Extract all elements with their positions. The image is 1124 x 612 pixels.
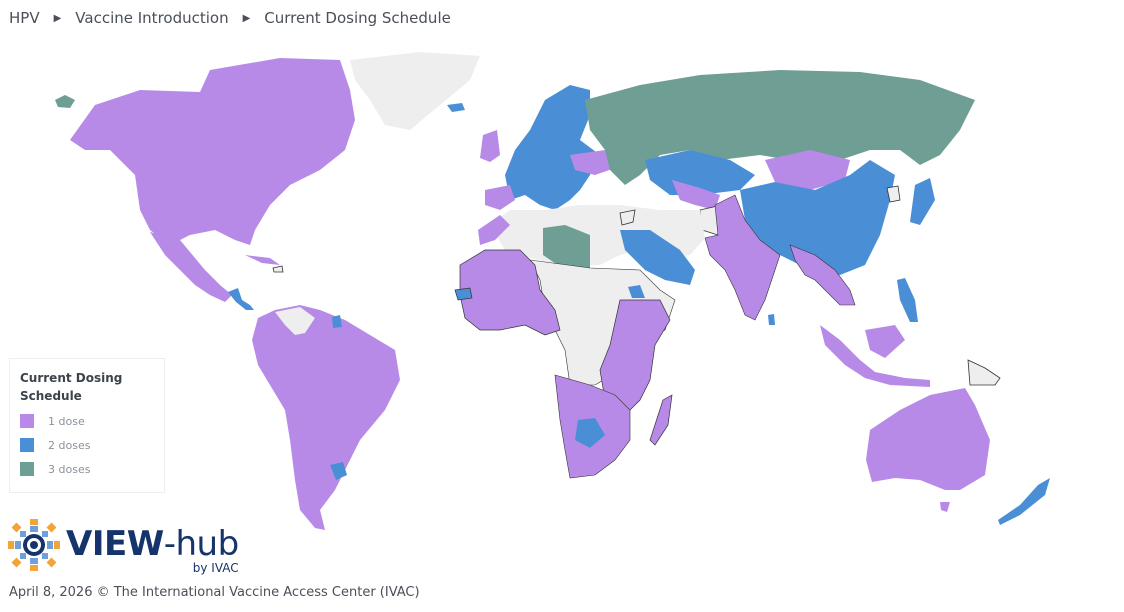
viewhub-logo-subtitle: by IVAC [192,561,239,575]
legend-swatch-1-dose [20,414,34,428]
legend-item-1-dose[interactable]: 1 dose [20,409,154,433]
region-mongolia[interactable] [765,150,850,190]
legend-label: 3 doses [48,462,91,476]
region-kazakhstan[interactable] [645,150,755,195]
region-central-asia[interactable] [672,180,720,210]
legend-title: Current Dosing Schedule [20,371,123,403]
region-syria[interactable] [619,209,636,226]
region-south-america[interactable] [252,305,400,530]
region-papua-new-guinea[interactable] [967,359,1001,386]
region-tasmania[interactable] [940,502,950,512]
breadcrumb-separator-icon: ▶ [242,12,251,24]
viewhub-logo[interactable]: VIEW-hub by IVAC [8,519,239,575]
region-spain-portugal[interactable] [485,185,515,210]
viewhub-logo-icon [8,519,60,571]
region-french-guiana[interactable] [332,315,342,328]
region-cuba[interactable] [245,255,280,265]
region-libya[interactable] [543,225,590,270]
breadcrumb: HPV ▶ Vaccine Introduction ▶ Current Dos… [9,7,451,29]
viewhub-logo-text: VIEW-hub [66,524,239,564]
region-east-africa[interactable] [599,299,671,421]
region-europe[interactable] [505,85,600,210]
legend: Current Dosing Schedule 1 dose 2 doses 3… [9,358,165,493]
region-philippines[interactable] [897,278,918,322]
copyright-footer: April 8, 2026 © The International Vaccin… [9,585,420,600]
region-indonesia-malaysia[interactable] [820,325,930,387]
region-north-america[interactable] [70,58,355,245]
region-morocco[interactable] [478,215,510,245]
region-india-pakistan[interactable] [704,194,781,321]
region-russia[interactable] [585,70,975,185]
region-nicaragua-costa-rica-panama[interactable] [228,288,254,310]
region-north-korea[interactable] [886,185,901,203]
region-ukraine[interactable] [570,150,615,175]
region-sri-lanka[interactable] [768,314,775,325]
region-alaska-islands[interactable] [55,95,75,108]
region-new-zealand[interactable] [998,478,1050,525]
region-haiti[interactable] [272,265,284,273]
legend-label: 1 dose [48,414,85,428]
region-eritrea[interactable] [628,285,645,298]
region-greenland[interactable] [350,52,480,130]
region-uruguay[interactable] [330,462,347,480]
breadcrumb-vaccine-introduction[interactable]: Vaccine Introduction [75,9,229,27]
region-japan[interactable] [910,178,935,225]
legend-label: 2 doses [48,438,91,452]
legend-swatch-2-doses [20,438,34,452]
legend-item-3-doses[interactable]: 3 doses [20,457,154,481]
region-botswana[interactable] [575,418,605,448]
region-venezuela[interactable] [275,307,315,335]
region-west-africa[interactable] [459,249,561,336]
region-iceland[interactable] [447,103,465,112]
region-australia[interactable] [866,388,990,490]
breadcrumb-hpv[interactable]: HPV [9,9,40,27]
region-china[interactable] [740,160,895,275]
region-madagascar[interactable] [649,394,673,446]
world-map[interactable] [0,40,1124,540]
region-saudi-oman[interactable] [620,230,695,285]
region-uk-ireland[interactable] [480,130,500,162]
legend-item-2-doses[interactable]: 2 doses [20,433,154,457]
breadcrumb-separator-icon: ▶ [53,12,62,24]
region-mexico-central-america[interactable] [150,232,232,302]
legend-swatch-3-doses [20,462,34,476]
region-southeast-asia[interactable] [789,244,856,306]
breadcrumb-current-dosing-schedule: Current Dosing Schedule [264,9,451,27]
region-senegal[interactable] [454,287,473,301]
